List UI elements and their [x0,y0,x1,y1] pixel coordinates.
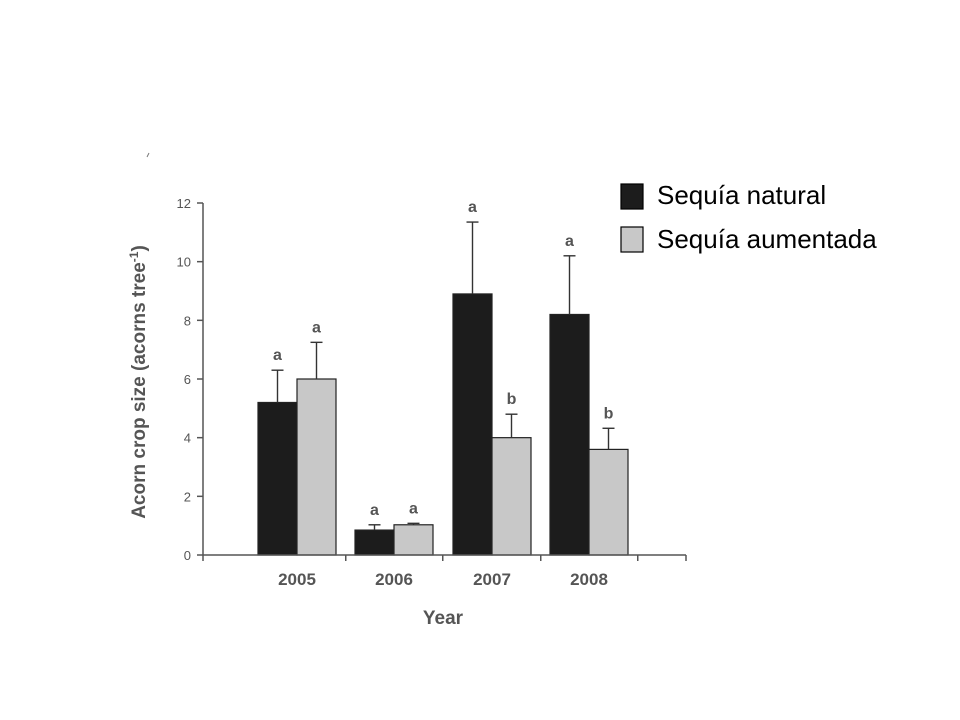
y-tick-label: 0 [184,548,191,563]
x-tick-label: 2005 [278,570,316,589]
bar-natural-2008 [549,313,590,556]
x-tick-label: 2008 [570,570,608,589]
legend-swatch-aumentada [620,226,644,253]
bar-natural-2005 [257,401,298,556]
y-axis-label-superscript: -1 [127,251,141,262]
plot-area: a a a a a b a b [257,199,629,556]
significance-letter: a [565,233,574,250]
y-axis: 0 2 4 6 8 10 12 [177,196,204,563]
y-axis-label-suffix: ) [129,245,150,251]
y-tick-label: 4 [184,431,191,446]
bar-natural-2006 [354,529,395,556]
x-axis-label: Year [423,608,464,629]
legend-label-natural: Sequía natural [657,180,826,210]
y-axis-label-main: Acorn crop size (acorns tree [129,262,150,519]
significance-letter: b [604,405,614,422]
y-tick-label: 8 [184,313,191,328]
x-tick-label: 2007 [473,570,511,589]
y-tick-label: 6 [184,372,191,387]
legend-label-aumentada: Sequía aumentada [657,224,877,254]
significance-letter: a [409,500,418,517]
legend-swatch-natural [620,183,644,210]
stray-mark [146,152,150,158]
x-tick-label: 2006 [375,570,413,589]
legend: Sequía natural Sequía aumentada [620,180,877,254]
y-tick-label: 10 [177,255,191,270]
significance-letter: a [273,347,282,364]
x-axis: 2005 2006 2007 2008 [202,554,687,589]
y-tick-label: 12 [177,196,191,211]
bar-aumentada-2005 [296,378,337,556]
y-tick-label: 2 [184,489,191,504]
significance-letter: a [312,319,321,336]
significance-letter: a [370,502,379,519]
significance-letter: a [468,199,477,216]
y-axis-label: Acorn crop size (acorns tree-1) [127,245,150,519]
bar-aumentada-2008 [588,448,629,556]
significance-letter: b [507,391,517,408]
bar-natural-2007 [452,293,493,556]
bar-aumentada-2006 [393,524,434,556]
bar-aumentada-2007 [491,437,532,556]
